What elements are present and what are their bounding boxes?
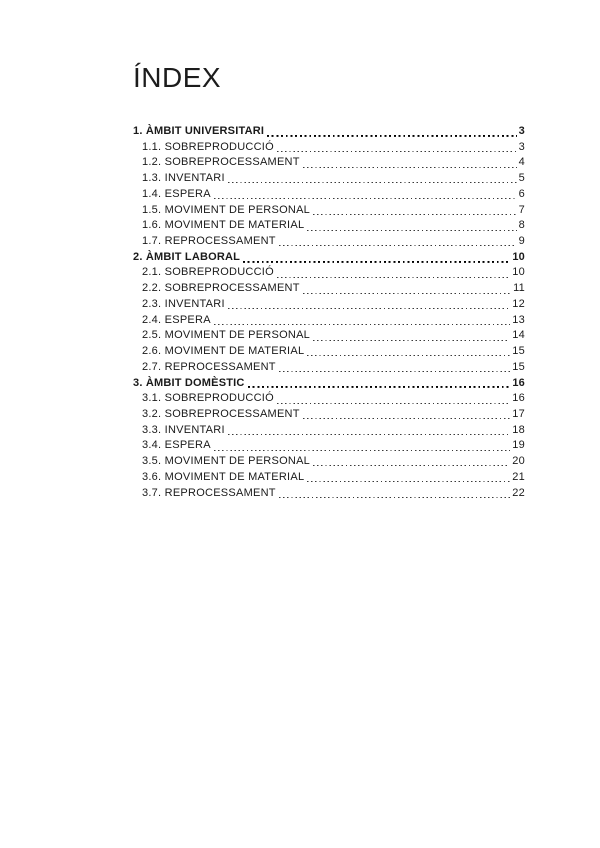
toc-page-number: 18: [512, 423, 525, 436]
toc-entry-3-6[interactable]: 3.6. MOVIMENT DE MATERIAL 21: [133, 469, 525, 486]
toc-page-number: 9: [518, 235, 525, 248]
toc-page-number: 20: [512, 455, 525, 468]
toc-page-number: 17: [512, 407, 525, 420]
toc-entry-label: 1.3. INVENTARI: [142, 172, 225, 185]
toc-leader-dots: [227, 422, 511, 439]
toc-entry-label: 3.6. MOVIMENT DE MATERIAL: [142, 470, 305, 483]
toc-page-number: 10: [512, 266, 525, 279]
toc-entry-label: 1.1. SOBREPRODUCCIÓ: [142, 140, 274, 153]
toc-entry-3-2[interactable]: 3.2. SOBREPROCESSAMENT 17: [133, 406, 525, 423]
toc-leader-dots: [302, 155, 517, 172]
toc-entry-2-6[interactable]: 2.6. MOVIMENT DE MATERIAL 15: [133, 344, 525, 360]
toc-page-number: 6: [518, 187, 525, 200]
toc-page-number: 5: [518, 172, 525, 185]
toc-leader-dots: [213, 438, 511, 455]
toc-entry-label: 3.5. MOVIMENT DE PERSONAL: [142, 455, 311, 468]
toc-page-number: 8: [518, 219, 525, 232]
toc-entry-label: 1.4. ESPERA: [142, 187, 211, 200]
toc-entry-label: 1.6. MOVIMENT DE MATERIAL: [142, 219, 305, 232]
toc-leader-dots: [302, 281, 512, 297]
page-title: ÍNDEX: [133, 62, 222, 93]
toc-page-number: 12: [512, 297, 525, 310]
toc-entry-2-4[interactable]: 2.4. ESPERA 13: [133, 312, 525, 329]
toc-leader-dots: [307, 218, 517, 235]
toc-entry-2-1[interactable]: 2.1. SOBREPRODUCCIÓ 10: [133, 265, 525, 282]
toc-entry-3[interactable]: 3. ÀMBIT DOMÈSTIC 16: [133, 375, 525, 392]
toc-entry-2[interactable]: 2. ÀMBIT LABORAL 10: [133, 249, 525, 266]
toc-entry-3-1[interactable]: 3.1. SOBREPRODUCCIÓ 16: [133, 391, 525, 407]
toc-entry-label: 3.1. SOBREPRODUCCIÓ: [142, 392, 274, 405]
toc-leader-dots: [227, 171, 517, 187]
toc-entry-label: 3.4. ESPERA: [142, 439, 211, 452]
toc-leader-dots: [227, 296, 511, 313]
toc-page-number: 13: [512, 313, 525, 326]
toc-leader-dots: [307, 469, 511, 486]
toc-entry-label: 1.5. MOVIMENT DE PERSONAL: [142, 203, 311, 216]
toc-entry-label: 1.2. SOBREPROCESSAMENT: [142, 156, 300, 169]
toc-entry-label: 2. ÀMBIT LABORAL: [133, 250, 241, 263]
table-of-contents: 1. ÀMBIT UNIVERSITARI 3 1.1. SOBREPRODUCC…: [133, 124, 525, 502]
toc-leader-dots: [276, 391, 511, 407]
toc-entry-1-1[interactable]: 1.1. SOBREPRODUCCIÓ 3: [133, 139, 525, 156]
toc-entry-label: 3.3. INVENTARI: [142, 423, 225, 436]
toc-entry-2-2[interactable]: 2.2. SOBREPROCESSAMENT 11: [133, 281, 525, 297]
toc-entry-label: 2.7. REPROCESSAMENT: [142, 360, 276, 373]
toc-entry-3-4[interactable]: 3.4. ESPERA 19: [133, 438, 525, 455]
toc-entry-label: 2.2. SOBREPROCESSAMENT: [142, 282, 300, 295]
toc-page-number: 21: [512, 470, 525, 483]
toc-leader-dots: [213, 186, 517, 203]
toc-entry-label: 2.4. ESPERA: [142, 313, 211, 326]
toc-entry-3-5[interactable]: 3.5. MOVIMENT DE PERSONAL 20: [133, 454, 525, 470]
toc-page-number: 10: [512, 250, 525, 263]
toc-leader-dots: [307, 344, 511, 360]
toc-leader-dots: [267, 124, 517, 140]
toc-entry-1-2[interactable]: 1.2. SOBREPROCESSAMENT 4: [133, 155, 525, 172]
toc-entry-label: 1.7. REPROCESSAMENT: [142, 235, 276, 248]
toc-entry-label: 2.5. MOVIMENT DE PERSONAL: [142, 329, 311, 342]
toc-page-number: 7: [518, 203, 525, 216]
toc-page-number: 22: [512, 486, 525, 499]
toc-page-number: 19: [512, 439, 525, 452]
toc-entry-label: 3. ÀMBIT DOMÈSTIC: [133, 376, 245, 389]
toc-entry-label: 3.7. REPROCESSAMENT: [142, 486, 276, 499]
toc-entry-1[interactable]: 1. ÀMBIT UNIVERSITARI 3: [133, 124, 525, 140]
toc-leader-dots: [302, 406, 511, 423]
toc-leader-dots: [243, 249, 511, 266]
toc-entry-3-3[interactable]: 3.3. INVENTARI 18: [133, 422, 525, 439]
toc-entry-1-3[interactable]: 1.3. INVENTARI 5: [133, 171, 525, 187]
toc-leader-dots: [313, 454, 511, 470]
toc-page-number: 14: [512, 329, 525, 342]
toc-entry-1-6[interactable]: 1.6. MOVIMENT DE MATERIAL 8: [133, 218, 525, 235]
toc-entry-label: 3.2. SOBREPROCESSAMENT: [142, 407, 300, 420]
toc-leader-dots: [276, 265, 511, 282]
toc-leader-dots: [278, 234, 517, 250]
toc-entry-1-5[interactable]: 1.5. MOVIMENT DE PERSONAL 7: [133, 202, 525, 219]
toc-entry-label: 2.6. MOVIMENT DE MATERIAL: [142, 345, 305, 358]
toc-page-number: 15: [512, 345, 525, 358]
toc-entry-label: 2.1. SOBREPRODUCCIÓ: [142, 266, 274, 279]
toc-entry-1-7[interactable]: 1.7. REPROCESSAMENT 9: [133, 234, 525, 250]
toc-page-number: 3: [518, 125, 525, 137]
toc-entry-label: 1. ÀMBIT UNIVERSITARI: [133, 125, 265, 137]
toc-leader-dots: [247, 375, 511, 392]
toc-page-number: 16: [512, 392, 525, 405]
toc-entry-1-4[interactable]: 1.4. ESPERA 6: [133, 186, 525, 203]
toc-leader-dots: [278, 485, 511, 502]
toc-page-number: 16: [512, 376, 525, 389]
toc-entry-3-7[interactable]: 3.7. REPROCESSAMENT 22: [133, 485, 525, 502]
toc-leader-dots: [313, 328, 511, 345]
toc-entry-label: 2.3. INVENTARI: [142, 297, 225, 310]
toc-page-number: 11: [513, 282, 525, 295]
toc-page-number: 3: [518, 140, 525, 153]
toc-entry-2-7[interactable]: 2.7. REPROCESSAMENT 15: [133, 359, 525, 376]
toc-page-number: 15: [512, 360, 525, 373]
toc-entry-2-3[interactable]: 2.3. INVENTARI 12: [133, 296, 525, 313]
toc-leader-dots: [278, 359, 511, 376]
toc-leader-dots: [276, 139, 517, 156]
toc-page-number: 4: [518, 156, 525, 169]
toc-leader-dots: [213, 312, 511, 329]
toc-leader-dots: [313, 202, 517, 219]
toc-entry-2-5[interactable]: 2.5. MOVIMENT DE PERSONAL 14: [133, 328, 525, 345]
